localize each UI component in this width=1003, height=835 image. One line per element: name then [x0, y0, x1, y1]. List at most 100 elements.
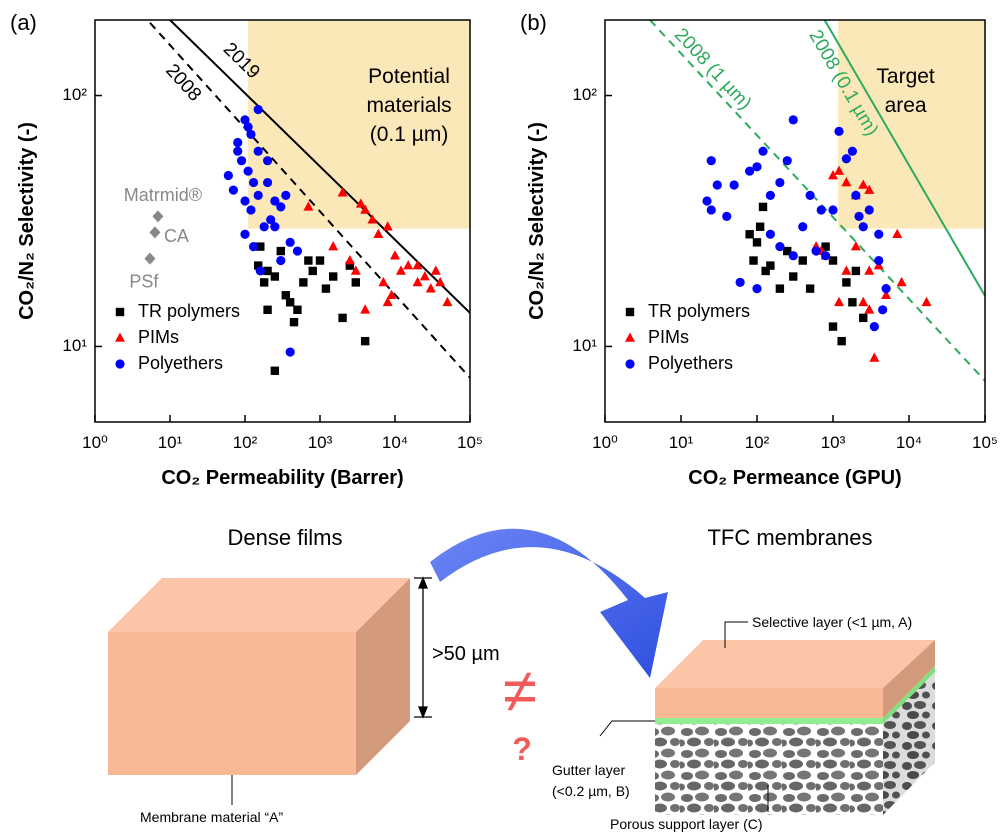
plot-area	[149, 20, 470, 379]
data-point	[292, 246, 303, 256]
x-tick-label: 10³	[308, 433, 333, 452]
data-point	[270, 222, 280, 232]
data-point	[834, 126, 844, 136]
data-point	[798, 256, 807, 265]
y-tick-label: 10¹	[572, 336, 597, 355]
data-point	[775, 177, 785, 188]
data-point	[859, 313, 868, 323]
data-point	[360, 304, 371, 314]
layer-label: Gutter layer	[552, 762, 625, 778]
legend-label: TR polymers	[138, 301, 240, 321]
data-point	[848, 298, 857, 307]
reference-point	[152, 210, 164, 223]
tfc-block	[655, 640, 935, 815]
data-point	[874, 255, 884, 266]
selective-top	[655, 640, 935, 688]
data-point	[841, 154, 851, 164]
data-point	[851, 190, 861, 200]
x-axis-title: CO₂ Permeance (GPU)	[688, 467, 901, 489]
legend-label: PIMs	[138, 327, 179, 347]
bound-line	[169, 20, 470, 314]
data-point	[788, 251, 798, 261]
data-point	[706, 205, 716, 215]
data-point	[308, 266, 317, 276]
legend-label: TR polymers	[648, 301, 750, 321]
data-point	[775, 284, 785, 293]
data-point	[864, 304, 875, 314]
data-point	[425, 283, 436, 293]
selective-side	[883, 640, 935, 718]
data-point	[299, 278, 308, 287]
block-side	[356, 578, 410, 775]
reference-point	[149, 226, 161, 239]
data-point	[228, 185, 238, 195]
data-point	[722, 211, 732, 221]
data-point	[858, 179, 869, 189]
gutter-front	[655, 718, 883, 724]
panel-label: (a)	[10, 10, 37, 35]
data-point	[403, 260, 414, 270]
data-point	[842, 278, 851, 287]
data-point	[281, 291, 291, 300]
data-point	[266, 215, 276, 225]
x-tick-label: 10⁵	[972, 433, 998, 452]
data-point	[442, 296, 453, 307]
x-axis-title: CO₂ Permeability (Barrer)	[161, 467, 403, 489]
selective-front	[655, 688, 883, 718]
reference-point	[144, 252, 156, 265]
plot-area	[649, 20, 985, 382]
data-point	[303, 201, 314, 211]
data-point	[243, 122, 253, 132]
data-point	[276, 255, 286, 266]
section-title: Dense films	[228, 525, 343, 550]
reference-label: CA	[164, 226, 189, 246]
data-point	[350, 265, 361, 275]
data-point	[262, 177, 273, 188]
data-point	[253, 146, 263, 156]
line-label: 2008 (1 µm)	[670, 24, 755, 114]
data-point	[281, 190, 291, 200]
data-point	[276, 202, 286, 212]
data-point	[706, 156, 716, 166]
data-point	[821, 242, 830, 251]
data-point	[289, 317, 299, 327]
x-tick-label: 10³	[821, 433, 846, 452]
legend-marker	[625, 332, 635, 342]
data-point	[255, 266, 265, 276]
legend-label: Polyethers	[138, 353, 223, 373]
data-point	[293, 305, 302, 314]
y-axis-title: CO₂/N₂ Selectivity (-)	[526, 122, 548, 320]
leader-line	[724, 621, 748, 648]
data-point	[828, 170, 838, 180]
data-point	[878, 305, 888, 315]
data-point	[240, 115, 250, 125]
thickness-dimension	[414, 576, 432, 719]
data-point	[864, 265, 875, 275]
data-point	[412, 260, 423, 270]
data-point	[338, 313, 347, 323]
data-point	[259, 222, 269, 232]
data-point	[395, 265, 406, 275]
data-point	[256, 242, 265, 251]
x-tick-label: 10⁰	[592, 433, 618, 452]
data-point	[223, 170, 233, 181]
data-point	[367, 214, 378, 224]
data-point	[850, 241, 861, 251]
data-point	[435, 276, 446, 287]
data-point	[892, 228, 903, 239]
leader-line	[599, 720, 655, 737]
data-point	[896, 276, 907, 287]
data-point	[745, 166, 755, 176]
data-point	[775, 242, 785, 252]
plot-frame	[94, 19, 471, 423]
data-point	[240, 229, 250, 239]
layer-label: (<0.2 µm, B)	[552, 783, 630, 799]
data-point	[881, 284, 891, 294]
data-point	[758, 146, 768, 156]
y-tick-label: 10²	[62, 85, 87, 104]
data-point	[811, 246, 821, 256]
legend-label: Polyethers	[648, 353, 733, 373]
data-point	[834, 165, 845, 175]
data-point	[270, 366, 280, 375]
